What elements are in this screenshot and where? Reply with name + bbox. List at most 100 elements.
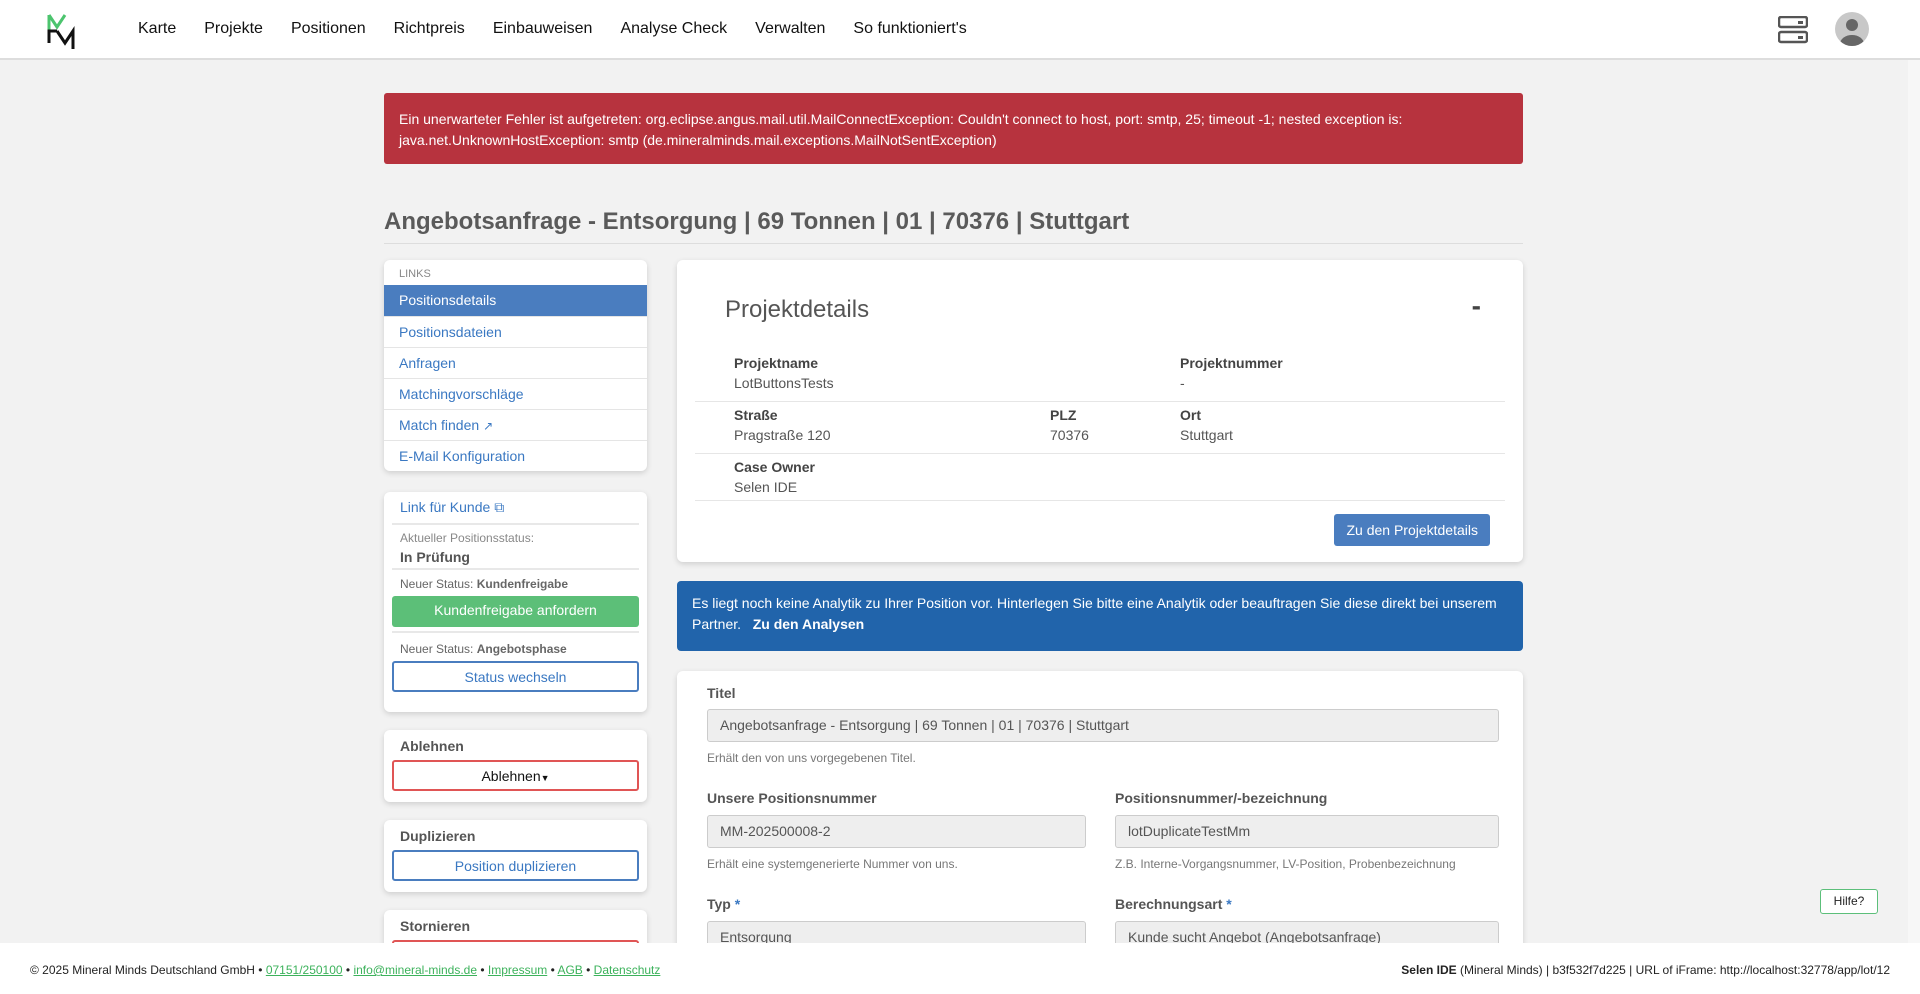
copy-icon[interactable]: ⧉ <box>494 499 505 515</box>
typ-label-text: Typ <box>707 896 731 912</box>
page-title: Angebotsanfrage - Entsorgung | 69 Tonnen… <box>384 208 1130 235</box>
projektnummer-label: Projektnummer <box>1180 355 1283 371</box>
footer-copyright: © 2025 Mineral Minds Deutschland GmbH <box>30 963 255 977</box>
nav-verwalten[interactable]: Verwalten <box>755 20 826 37</box>
titel-input[interactable]: Angebotsanfrage - Entsorgung | 69 Tonnen… <box>707 709 1499 742</box>
positionsnummer-label: Positionsnummer/-bezeichnung <box>1115 790 1328 806</box>
footer-phone-link[interactable]: 07151/250100 <box>265 963 343 977</box>
nav-analyse-check[interactable]: Analyse Check <box>620 20 728 37</box>
stornieren-title: Stornieren <box>400 918 471 934</box>
case-owner-value: Selen IDE <box>734 479 798 495</box>
zu-den-projektdetails-button[interactable]: Zu den Projektdetails <box>1334 514 1490 546</box>
ort-value: Stuttgart <box>1180 427 1233 443</box>
analytics-info-text: Es liegt noch keine Analytik zu Ihrer Po… <box>692 595 1497 632</box>
link-fuer-kunde-label: Link für Kunde <box>400 499 491 515</box>
positionsnummer-hint: Z.B. Interne-Vorgangsnummer, LV-Position… <box>1115 857 1456 871</box>
required-marker: * <box>734 896 741 912</box>
title-divider <box>384 243 1523 244</box>
projektnummer-value: - <box>1180 375 1185 391</box>
error-alert: Ein unerwarteter Fehler ist aufgetreten:… <box>384 93 1523 164</box>
current-status-label: Aktueller Positionsstatus: <box>400 531 535 545</box>
nav-so-funktionierts[interactable]: So funktioniert's <box>853 20 967 37</box>
plz-value: 70376 <box>1050 427 1089 443</box>
nav-karte[interactable]: Karte <box>138 20 177 37</box>
top-navbar: Karte Projekte Positionen Richtpreis Ein… <box>0 0 1920 60</box>
nav-projekte[interactable]: Projekte <box>204 20 263 37</box>
nav-positionen[interactable]: Positionen <box>290 20 366 37</box>
footer-build-info: (Mineral Minds) | b3f532f7d225 | URL of … <box>1456 963 1890 977</box>
ablehnen-title: Ablehnen <box>400 738 464 754</box>
ablehnen-card: Ablehnen Ablehnen▼ <box>384 730 647 802</box>
duplizieren-card: Duplizieren Position duplizieren <box>384 820 647 892</box>
link-anfragen[interactable]: Anfragen <box>384 347 647 378</box>
links-card: LINKS Positionsdetails Positionsdateien … <box>384 260 647 471</box>
unsere-positionsnummer-input[interactable]: MM-202500008-2 <box>707 815 1086 848</box>
new-status-label-2: Neuer Status: <box>400 642 474 656</box>
link-matchingvorschlaege[interactable]: Matchingvorschläge <box>384 378 647 409</box>
link-positionsdateien[interactable]: Positionsdateien <box>384 316 647 347</box>
new-status-label: Neuer Status: <box>400 577 474 591</box>
caret-down-icon: ▼ <box>540 773 550 783</box>
mineral-minds-logo[interactable] <box>47 13 83 49</box>
footer-impressum-link[interactable]: Impressum <box>487 963 548 977</box>
projektname-value: LotButtonsTests <box>734 375 834 391</box>
status-wechseln-button[interactable]: Status wechseln <box>392 661 639 692</box>
links-heading: LINKS <box>399 268 431 280</box>
duplizieren-title: Duplizieren <box>400 828 476 844</box>
required-marker: * <box>1226 896 1232 912</box>
berechnungsart-label: Berechnungsart * <box>1115 896 1232 912</box>
projektname-label: Projektname <box>734 355 819 371</box>
page-scrollbar[interactable] <box>1908 60 1920 943</box>
berechnungsart-label-text: Berechnungsart <box>1115 896 1223 912</box>
link-email-konfiguration[interactable]: E-Mail Konfiguration <box>384 440 647 471</box>
help-button[interactable]: Hilfe? <box>1820 889 1878 914</box>
link-fuer-kunde[interactable]: Link für Kunde ⧉ <box>392 492 639 525</box>
collapse-button[interactable]: - <box>1471 290 1481 321</box>
new-status-angebotsphase: Angebotsphase <box>476 642 567 656</box>
footer-user: Selen IDE <box>1401 963 1457 977</box>
footer-email-link[interactable]: info@mineral-minds.de <box>353 963 478 977</box>
ablehnen-label: Ablehnen <box>481 768 541 784</box>
nav-richtpreis[interactable]: Richtpreis <box>393 20 465 37</box>
ort-label: Ort <box>1180 407 1201 423</box>
titel-label: Titel <box>707 685 736 701</box>
status-card: Link für Kunde ⧉ Aktueller Positionsstat… <box>384 492 647 712</box>
position-duplizieren-button[interactable]: Position duplizieren <box>392 850 639 881</box>
footer-sep: • <box>254 963 266 977</box>
footer-sep: • <box>477 963 488 977</box>
link-match-finden[interactable]: Match finden ↗ <box>384 409 647 440</box>
link-positionsdetails[interactable]: Positionsdetails <box>384 285 647 316</box>
nav-einbauweisen[interactable]: Einbauweisen <box>492 20 593 37</box>
footer-datenschutz-link[interactable]: Datenschutz <box>593 963 661 977</box>
new-status-kundenfreigabe: Kundenfreigabe <box>476 577 569 591</box>
row-owner <box>695 454 1505 501</box>
user-avatar[interactable] <box>1835 12 1869 46</box>
case-owner-label: Case Owner <box>734 459 815 475</box>
unsere-positionsnummer-hint: Erhält eine systemgenerierte Nummer von … <box>707 857 958 871</box>
positionsnummer-input[interactable]: lotDuplicateTestMm <box>1115 815 1499 848</box>
server-icon[interactable] <box>1778 16 1808 44</box>
footer-sep: • <box>582 963 594 977</box>
row-projekt <box>695 260 1505 402</box>
footer: © 2025 Mineral Minds Deutschland GmbH • … <box>0 943 1920 994</box>
link-match-finden-label: Match finden <box>399 417 480 433</box>
unsere-positionsnummer-label: Unsere Positionsnummer <box>707 790 877 806</box>
ablehnen-dropdown[interactable]: Ablehnen▼ <box>392 760 639 791</box>
main-nav: Karte Projekte Positionen Richtpreis Ein… <box>138 20 967 38</box>
projektdetails-card: Projektdetails - Projektname LotButtonsT… <box>677 260 1523 562</box>
footer-sep: • <box>342 963 354 977</box>
external-link-icon: ↗ <box>483 419 494 433</box>
projektdetails-title: Projektdetails <box>725 296 870 323</box>
current-status-value: In Prüfung <box>400 549 470 565</box>
strasse-value: Pragstraße 120 <box>734 427 831 443</box>
strasse-label: Straße <box>734 407 778 423</box>
zu-den-analysen-link[interactable]: Zu den Analysen <box>752 616 865 632</box>
kundenfreigabe-anfordern-button[interactable]: Kundenfreigabe anfordern <box>392 596 639 627</box>
position-form-card: Titel Angebotsanfrage - Entsorgung | 69 … <box>677 671 1523 971</box>
titel-hint: Erhält den von uns vorgegebenen Titel. <box>707 751 916 765</box>
footer-agb-link[interactable]: AGB <box>557 963 583 977</box>
analytics-info-alert: Es liegt noch keine Analytik zu Ihrer Po… <box>677 581 1523 651</box>
typ-label: Typ * <box>707 896 740 912</box>
row-address <box>695 402 1505 454</box>
plz-label: PLZ <box>1050 407 1077 423</box>
